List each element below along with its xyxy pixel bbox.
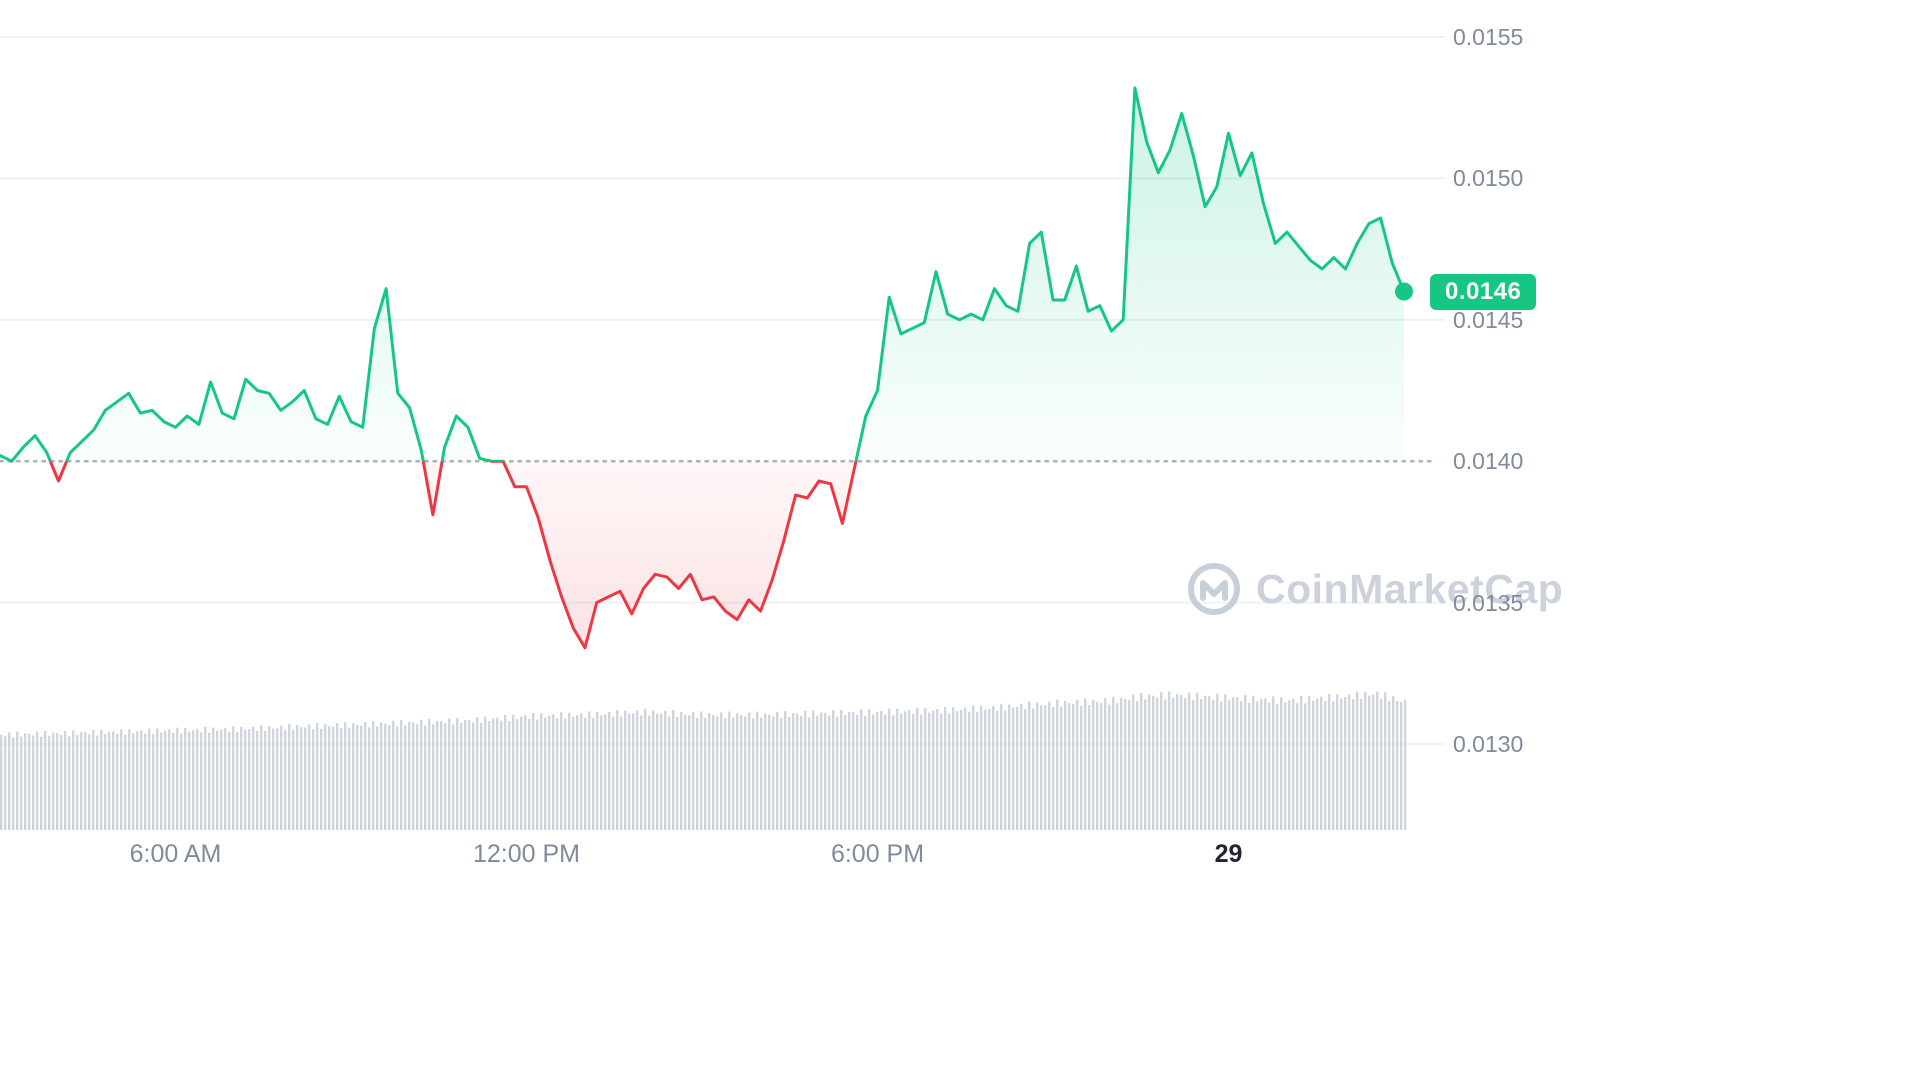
x-axis-label: 6:00 PM: [830, 840, 925, 868]
x-axis-label: 29: [1214, 840, 1243, 868]
y-axis-label: 0.0150: [1453, 165, 1524, 192]
price-line: [0, 86, 1406, 650]
volume-bars: [0, 691, 1407, 830]
x-axis-label: 12:00 PM: [472, 840, 581, 868]
current-price-badge: 0.0146: [1430, 273, 1537, 310]
coinmarketcap-logo-icon: [1188, 563, 1240, 615]
price-endpoint-dot: [1395, 282, 1413, 301]
y-axis-label: 0.0155: [1453, 24, 1524, 50]
watermark-text: CoinMarketCap: [1256, 565, 1564, 612]
y-axis-label: 0.0135: [1453, 589, 1524, 616]
y-axis-label: 0.0140: [1453, 448, 1524, 475]
x-axis-label: 6:00 AM: [129, 840, 222, 868]
price-area-fill: [0, 87, 1404, 648]
y-axis-label: 0.0145: [1453, 306, 1524, 333]
coinmarketcap-watermark: CoinMarketCap: [1185, 560, 1563, 618]
y-axis-label: 0.0130: [1453, 731, 1524, 757]
